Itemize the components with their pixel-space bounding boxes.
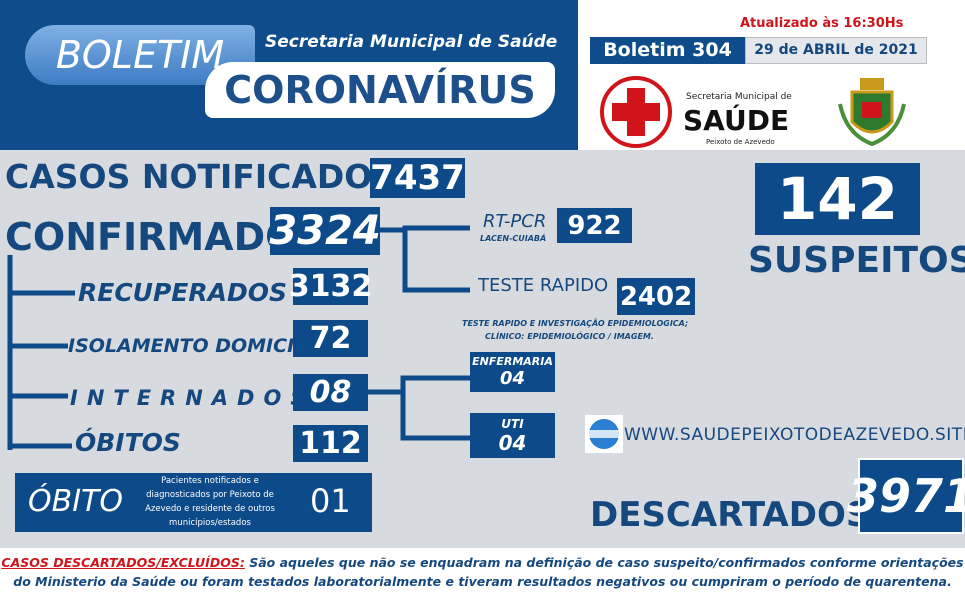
health-logo [600, 76, 672, 148]
logo-bottom: Peixoto de Azevedo [706, 138, 775, 146]
value-box: 922 [557, 208, 632, 243]
label: SUSPEITOS [748, 240, 965, 281]
boletim-number: Boletim 304 [590, 37, 745, 64]
web-icon [585, 415, 623, 453]
value: 04 [499, 368, 526, 389]
note: Pacientes notificados e diagnosticados p… [145, 476, 275, 528]
value-box: 3971 [847, 458, 965, 534]
enfermaria-box: ENFERMARIA 04 [470, 352, 555, 392]
label: INTERNADOS [70, 386, 315, 410]
uti-box: UTI 04 [470, 413, 555, 458]
label: TESTE RAPIDO [478, 275, 609, 296]
note: CLÍNICO: EPIDEMIOLÓGICO / IMAGEM. [485, 332, 654, 341]
logo-top: Secretaria Municipal de [686, 92, 792, 102]
value-box: 2402 [617, 278, 695, 315]
label: RECUPERADOS [78, 278, 287, 307]
footer-text: São aqueles que não se enquadram na defi… [13, 555, 964, 589]
boletim-pill: BOLETIM [25, 25, 255, 85]
value-box: 112 [293, 425, 368, 462]
value-box: 08 [293, 374, 368, 411]
sublabel: LACEN-CUIABÁ [480, 234, 547, 243]
footer-lead: CASOS DESCARTADOS/EXCLUÍDOS: [1, 555, 245, 570]
note: TESTE RAPIDO E INVESTIGAÇÃO EPIDEMIOLOGI… [462, 319, 689, 328]
secretaria: Secretaria Municipal de Saúde [265, 32, 558, 52]
label: ENFERMARIA [472, 355, 553, 368]
value-box: 142 [755, 163, 920, 235]
label: ÓBITOS [75, 428, 181, 457]
label: CASOS NOTIFICADOS [5, 157, 397, 196]
label: ÓBITO [28, 484, 123, 519]
value: 04 [498, 430, 527, 455]
value-box: 7437 [370, 158, 465, 198]
updated: Atualizado às 16:30Hs [740, 16, 904, 31]
value-box: 3324 [269, 207, 381, 255]
crest [838, 78, 906, 147]
date: 29 de ABRIL de 2021 [745, 37, 927, 64]
label: RT-PCR [483, 211, 547, 232]
label: ISOLAMENTO DOMICILIAR [68, 335, 343, 357]
website[interactable]: WWW.SAUDEPEIXOTODEAZEVEDO.SITE [624, 425, 965, 445]
footer: CASOS DESCARTADOS/EXCLUÍDOS: São aqueles… [0, 553, 965, 591]
logo-main: SAÚDE [683, 104, 790, 137]
connectors [7, 225, 470, 450]
value-box: 3132 [288, 268, 373, 305]
label: UTI [501, 416, 524, 431]
obito-box [15, 473, 372, 532]
label: DESCARTADOS [590, 495, 871, 535]
value-box: 72 [293, 320, 368, 357]
value: 01 [310, 482, 351, 520]
coronavirus-pill: CORONAVÍRUS [205, 62, 555, 118]
